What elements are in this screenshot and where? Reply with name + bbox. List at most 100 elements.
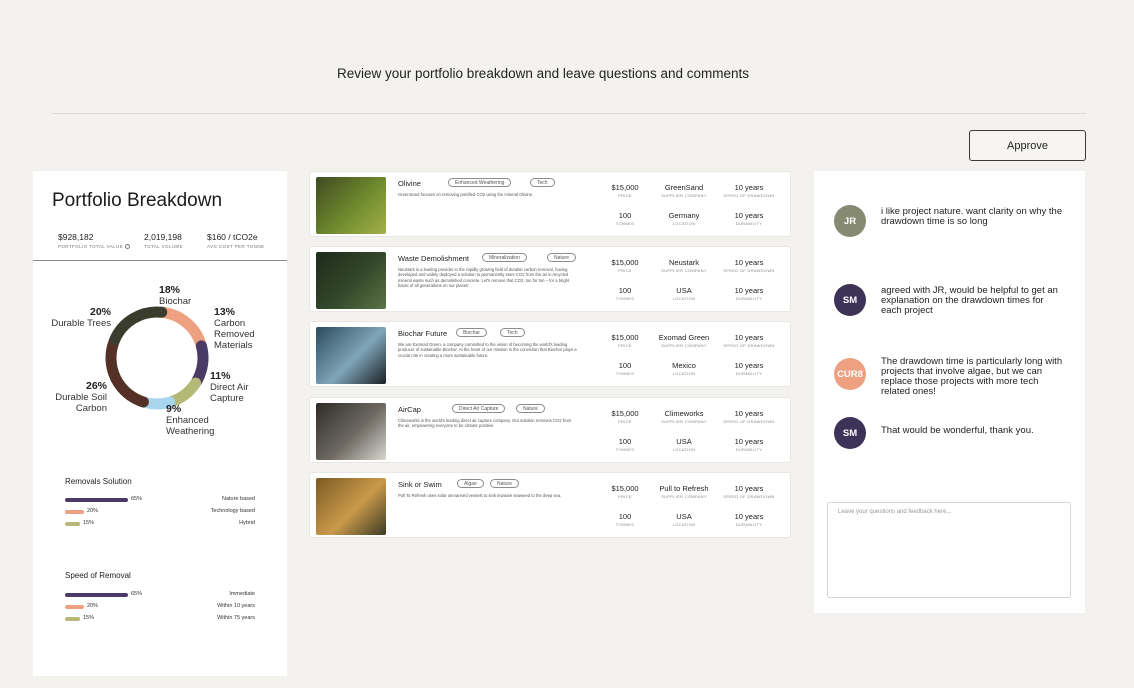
donut-label-pct: 13%	[214, 306, 236, 318]
metric-tonnes: 100 TONNES	[585, 286, 665, 301]
stat-label: PORTFOLIO TOTAL VALUE	[58, 244, 124, 249]
approve-button[interactable]: Approve	[969, 130, 1086, 161]
metric-tonnes: 100 TONNES	[585, 211, 665, 226]
metric-label: SPEED OF DRAWDOWN	[723, 193, 775, 198]
bar-fill	[65, 498, 128, 502]
info-icon[interactable]	[125, 244, 131, 249]
metric-value: 10 years	[734, 437, 764, 446]
metric-speed: 10 years SPEED OF DRAWDOWN	[709, 409, 789, 424]
stat-total-volume: 2,019,198 TOTAL VOLUME	[144, 232, 183, 249]
bar-row: 20% Technology based	[65, 508, 255, 517]
metric-value: 10 years	[734, 409, 764, 418]
bar-name: Hybrid	[239, 520, 255, 526]
comment-text: The drawdown time is particularly long w…	[881, 356, 1063, 397]
project-name: Olivine	[398, 179, 421, 188]
donut-label-pct: 9%	[166, 403, 182, 415]
donut-label-enhanced-weathering: 9% Enhanced Weathering	[166, 403, 230, 438]
metric-label: PRICE	[618, 343, 632, 348]
donut-label-biochar: 18% Biochar	[159, 285, 191, 308]
metric-label: TONNES	[615, 522, 635, 527]
metric-value: 10 years	[734, 211, 764, 220]
stat-total-value: $928,182 PORTFOLIO TOTAL VALUE	[58, 232, 131, 249]
metric-label: PRICE	[618, 419, 632, 424]
donut-label-name: Durable Trees	[51, 318, 111, 329]
metric-label: DURABILITY	[735, 221, 763, 226]
portfolio-breakdown-panel: Portfolio Breakdown $928,182 PORTFOLIO T…	[33, 171, 287, 676]
metric-value: USA	[676, 286, 692, 295]
metric-durability: 10 years DURABILITY	[709, 211, 789, 226]
project-name: Waste Demolishment	[398, 254, 469, 263]
metric-location: USA LOCATION	[644, 286, 724, 301]
metric-label: LOCATION	[672, 221, 696, 226]
metric-supplier: GreenSand SUPPLIER COMPANY	[644, 183, 724, 198]
metric-speed: 10 years SPEED OF DRAWDOWN	[709, 484, 789, 499]
metric-price: $15,000 PRICE	[585, 258, 665, 273]
metric-supplier: Exomad Green SUPPLIER COMPANY	[644, 333, 724, 348]
metric-price: $15,000 PRICE	[585, 409, 665, 424]
donut-label-pct: 11%	[210, 370, 231, 382]
metric-label: DURABILITY	[735, 296, 763, 301]
project-tag: Nature	[490, 479, 520, 488]
bar-name: Within 10 years	[217, 603, 255, 609]
project-name: AirCap	[398, 405, 421, 414]
metric-value: $15,000	[611, 484, 639, 493]
metric-speed: 10 years SPEED OF DRAWDOWN	[709, 183, 789, 198]
metric-value: 100	[618, 512, 632, 521]
project-tag: Biochar	[456, 328, 487, 337]
project-description: Neustark is a leading provider in the ra…	[398, 267, 570, 289]
bar-pct: 65%	[131, 591, 143, 597]
project-tag: Tech	[530, 178, 555, 187]
donut-label-durable-trees: 20% Durable Trees	[47, 307, 111, 330]
project-image	[316, 403, 386, 460]
metric-label: SPEED OF DRAWDOWN	[723, 494, 775, 499]
metric-label: TONNES	[615, 221, 635, 226]
bar-pct: 15%	[83, 615, 95, 621]
metric-label: LOCATION	[672, 371, 696, 376]
donut-label-name: Enhanced Weathering	[166, 415, 215, 437]
metric-value: USA	[676, 437, 692, 446]
donut-slice	[157, 306, 207, 350]
page-title: Review your portfolio breakdown and leav…	[337, 66, 749, 81]
donut-label-name: Carbon Removed Materials	[214, 318, 255, 351]
project-card[interactable]: Waste Demolishment Mineralization Nature Ne…	[309, 246, 791, 312]
metric-location: USA LOCATION	[644, 437, 724, 452]
metric-durability: 10 years DURABILITY	[709, 286, 789, 301]
project-card[interactable]: Sink or Swim Algae Nature Pull To Refresh u…	[309, 472, 791, 538]
donut-slice	[105, 335, 149, 408]
metric-value: 10 years	[734, 361, 764, 370]
donut-slice	[190, 340, 209, 388]
bar-name: Technology based	[210, 508, 255, 514]
stat-value: $160 / tCO2e	[207, 232, 258, 242]
bar-fill	[65, 617, 80, 621]
metric-value: $15,000	[611, 258, 639, 267]
bar-name: Within 75 years	[217, 615, 255, 621]
comments-panel: JR i like project nature. want clarity on…	[814, 171, 1085, 613]
feedback-textarea[interactable]: Leave your questions and feedback here..…	[827, 502, 1071, 598]
metric-value: GreenSand	[664, 183, 704, 192]
project-tag: Tech	[500, 328, 525, 337]
stats-divider	[33, 260, 287, 261]
comment-text: That would be wonderful, thank you.	[881, 425, 1034, 436]
project-image	[316, 252, 386, 309]
project-card[interactable]: Biochar Future Biochar Tech We are Exomad G…	[309, 321, 791, 387]
comment-text: agreed with JR, would be helpful to get …	[881, 285, 1058, 316]
header-divider	[52, 113, 1086, 114]
metric-value: $15,000	[611, 409, 639, 418]
metric-label: SUPPLIER COMPANY	[661, 419, 707, 424]
metric-value: 10 years	[734, 512, 764, 521]
metric-value: 10 years	[734, 484, 764, 493]
project-description: We are Exomad Green, a company committed…	[398, 342, 577, 358]
project-card[interactable]: AirCap Direct Air Capture Nature Climeworks…	[309, 397, 791, 463]
metric-label: LOCATION	[672, 447, 696, 452]
metric-value: 10 years	[734, 258, 764, 267]
donut-label-name: Direct Air Capture	[210, 382, 249, 404]
metric-label: SPEED OF DRAWDOWN	[723, 343, 775, 348]
project-card[interactable]: Olivine Enhanced Weathering Tech GreenSand …	[309, 171, 791, 237]
metric-label: PRICE	[618, 193, 632, 198]
project-tag: Algae	[457, 479, 484, 488]
project-image	[316, 327, 386, 384]
donut-slice	[165, 377, 202, 408]
donut-label-name: Durable Soil Carbon	[55, 392, 107, 414]
metric-speed: 10 years SPEED OF DRAWDOWN	[709, 333, 789, 348]
metric-value: 100	[618, 437, 632, 446]
